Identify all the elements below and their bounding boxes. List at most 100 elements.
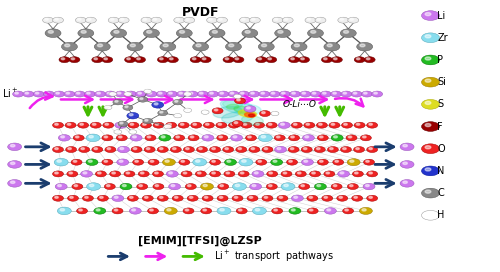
Circle shape (181, 160, 184, 162)
Circle shape (200, 57, 211, 63)
Circle shape (366, 171, 378, 177)
Circle shape (103, 122, 114, 128)
Circle shape (248, 91, 260, 97)
Circle shape (306, 123, 310, 125)
Circle shape (298, 184, 310, 190)
Circle shape (184, 92, 192, 96)
Circle shape (158, 57, 168, 63)
Circle shape (36, 92, 39, 94)
Text: H: H (438, 210, 445, 220)
Circle shape (122, 184, 126, 187)
Circle shape (119, 160, 123, 162)
Circle shape (233, 57, 244, 63)
Circle shape (81, 30, 86, 33)
Circle shape (274, 135, 285, 141)
Circle shape (274, 18, 278, 20)
Circle shape (341, 91, 352, 97)
Circle shape (324, 42, 340, 51)
Circle shape (324, 171, 335, 177)
Circle shape (183, 172, 187, 174)
Circle shape (144, 89, 152, 94)
Circle shape (112, 208, 123, 214)
Circle shape (148, 208, 158, 214)
Circle shape (280, 91, 290, 97)
Circle shape (277, 147, 281, 150)
Circle shape (151, 17, 162, 23)
Circle shape (266, 184, 278, 190)
Circle shape (332, 159, 344, 165)
Circle shape (166, 91, 177, 97)
Circle shape (146, 91, 157, 97)
Circle shape (56, 92, 59, 94)
Circle shape (228, 44, 234, 47)
Circle shape (176, 29, 192, 38)
Circle shape (259, 91, 270, 97)
Circle shape (288, 147, 299, 153)
Circle shape (212, 148, 216, 150)
Ellipse shape (234, 106, 251, 113)
Circle shape (42, 17, 54, 23)
Circle shape (168, 92, 172, 94)
Circle shape (52, 171, 64, 177)
Circle shape (192, 158, 206, 166)
Circle shape (308, 29, 324, 38)
Circle shape (48, 30, 54, 33)
Circle shape (210, 147, 220, 153)
Circle shape (130, 131, 133, 132)
Circle shape (114, 130, 122, 134)
Circle shape (55, 183, 67, 190)
Circle shape (300, 91, 311, 97)
Circle shape (200, 92, 203, 94)
Circle shape (176, 136, 180, 138)
Circle shape (172, 100, 182, 105)
Circle shape (235, 95, 238, 97)
Circle shape (312, 172, 316, 174)
Circle shape (425, 79, 431, 82)
Circle shape (356, 148, 360, 150)
Circle shape (352, 195, 362, 201)
Circle shape (250, 17, 260, 23)
Circle shape (422, 188, 440, 198)
Circle shape (262, 112, 265, 114)
Circle shape (223, 57, 234, 63)
Circle shape (160, 196, 163, 198)
Circle shape (425, 101, 431, 104)
Circle shape (277, 195, 288, 201)
Circle shape (294, 44, 300, 47)
Circle shape (364, 159, 374, 165)
Circle shape (62, 42, 78, 51)
Circle shape (189, 92, 192, 94)
Circle shape (309, 196, 312, 198)
Circle shape (242, 29, 258, 38)
Circle shape (422, 33, 440, 43)
Circle shape (290, 91, 300, 97)
Circle shape (152, 102, 164, 108)
Ellipse shape (222, 112, 254, 123)
Circle shape (248, 136, 251, 138)
Circle shape (110, 93, 113, 94)
Circle shape (130, 135, 142, 141)
Circle shape (114, 209, 118, 211)
Circle shape (202, 135, 214, 141)
Circle shape (251, 148, 254, 150)
Circle shape (98, 44, 102, 47)
Circle shape (127, 112, 139, 119)
Circle shape (269, 172, 272, 174)
Circle shape (52, 17, 64, 23)
Circle shape (219, 136, 222, 138)
Circle shape (331, 184, 342, 190)
Circle shape (256, 57, 267, 63)
Circle shape (249, 196, 252, 198)
Circle shape (343, 92, 346, 94)
Circle shape (256, 159, 267, 165)
Circle shape (425, 35, 431, 38)
Circle shape (250, 183, 262, 190)
Circle shape (193, 123, 196, 125)
Circle shape (296, 171, 306, 177)
Circle shape (345, 209, 348, 211)
Circle shape (234, 98, 246, 104)
Circle shape (58, 135, 70, 141)
Circle shape (132, 209, 136, 211)
Circle shape (174, 100, 178, 102)
Circle shape (118, 136, 122, 138)
